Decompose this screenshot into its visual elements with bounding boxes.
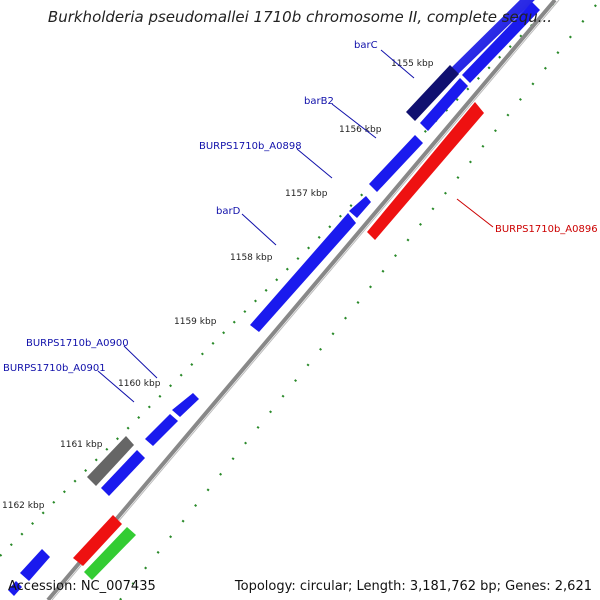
cds-barB2 [420, 78, 468, 131]
tick-label: 1160 kbp [118, 379, 161, 389]
cds-barD [250, 213, 356, 332]
tick-label: 1155 kbp [391, 59, 434, 69]
accession-text: Accession: NC_007435 [8, 579, 156, 594]
cds-forward-top [448, 0, 535, 78]
cds-forward-3 [101, 450, 145, 496]
leader-line [380, 49, 415, 79]
tick-label: 1156 kbp [339, 125, 382, 135]
cds-barC [406, 65, 459, 121]
gene-label-A0896[interactable]: BURPS1710b_A0896 [495, 224, 598, 235]
tick-label: 1157 kbp [285, 189, 328, 199]
cds-forward-2 [462, 2, 540, 83]
outer-tick-guide [0, 0, 559, 557]
tick-label: 1158 kbp [230, 253, 273, 263]
cds-green [84, 527, 136, 580]
cds-red-bottom [73, 515, 122, 566]
leader-line [331, 103, 377, 139]
cds-A0900 [172, 393, 199, 417]
cds-gray [87, 436, 134, 486]
gene-label-A0900[interactable]: BURPS1710b_A0900 [26, 338, 129, 349]
gene-label-A0901[interactable]: BURPS1710b_A0901 [3, 363, 106, 374]
cds-forward-edge [8, 581, 22, 596]
inner-tick-guide [119, 0, 600, 600]
leader-line [97, 370, 135, 403]
tick-label: 1159 kbp [174, 317, 217, 327]
backbone-shadow [51, 0, 560, 600]
cds-A0898 [369, 135, 423, 192]
backbone [46, 0, 557, 600]
topology-info: Topology: circular; Length: 3,181,762 bp… [234, 579, 592, 594]
tick-label: 1161 kbp [60, 440, 103, 450]
map-title: Burkholderia pseudomallei 1710b chromoso… [47, 8, 553, 26]
cds-forward-bottom [20, 549, 50, 581]
leader-line [123, 345, 158, 379]
gene-label-barB2[interactable]: barB2 [304, 96, 334, 107]
leader-line [241, 213, 277, 246]
gene-label-barC[interactable]: barC [354, 40, 378, 51]
leader-line [456, 198, 494, 228]
leader-line [296, 148, 333, 179]
gene-label-A0898[interactable]: BURPS1710b_A0898 [199, 141, 302, 152]
gene-label-barD[interactable]: barD [216, 206, 241, 217]
cds-small-1 [349, 196, 371, 218]
tick-label: 1162 kbp [2, 501, 45, 511]
cds-A0901 [145, 414, 178, 446]
map-footer: Accession: NC_007435 Topology: circular;… [0, 574, 600, 600]
cds-A0896 [367, 102, 484, 240]
